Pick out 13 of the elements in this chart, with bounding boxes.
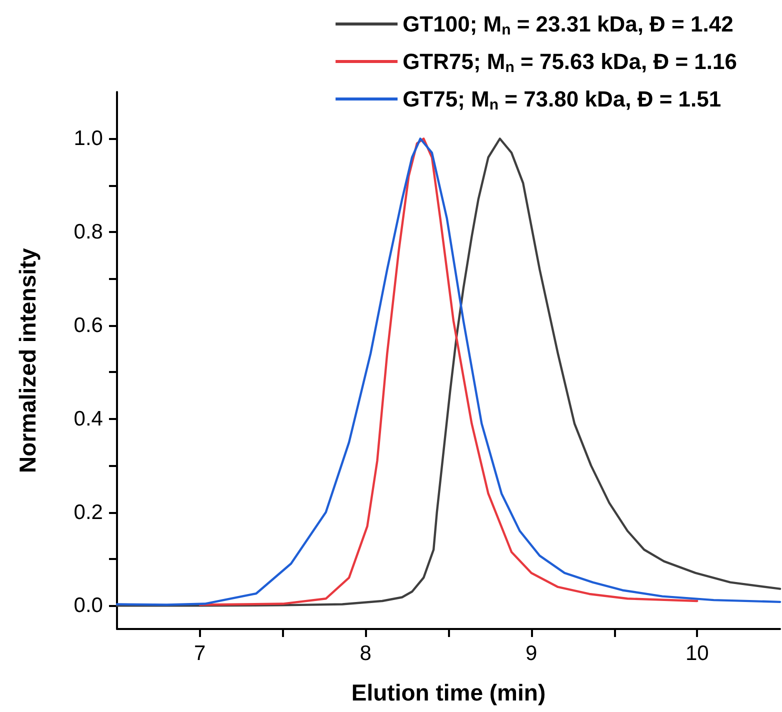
y-tick-label: 0.2 (74, 500, 103, 524)
y-tick-label: 0.8 (74, 220, 103, 244)
x-tick-label: 8 (360, 642, 372, 665)
y-axis-title: Normalized intensity (14, 248, 40, 473)
y-tick-label: 0.0 (74, 594, 103, 618)
x-axis-title: Elution time (min) (351, 680, 546, 706)
line-series (198, 138, 698, 606)
x-tick-label: 9 (526, 642, 538, 665)
x-tick-label: 7 (194, 642, 206, 665)
y-tick-label: 0.4 (74, 407, 104, 430)
y-tick-label: 0.6 (74, 314, 103, 337)
x-tick-label: 10 (685, 642, 709, 665)
y-tick-label: 1.0 (74, 127, 103, 150)
